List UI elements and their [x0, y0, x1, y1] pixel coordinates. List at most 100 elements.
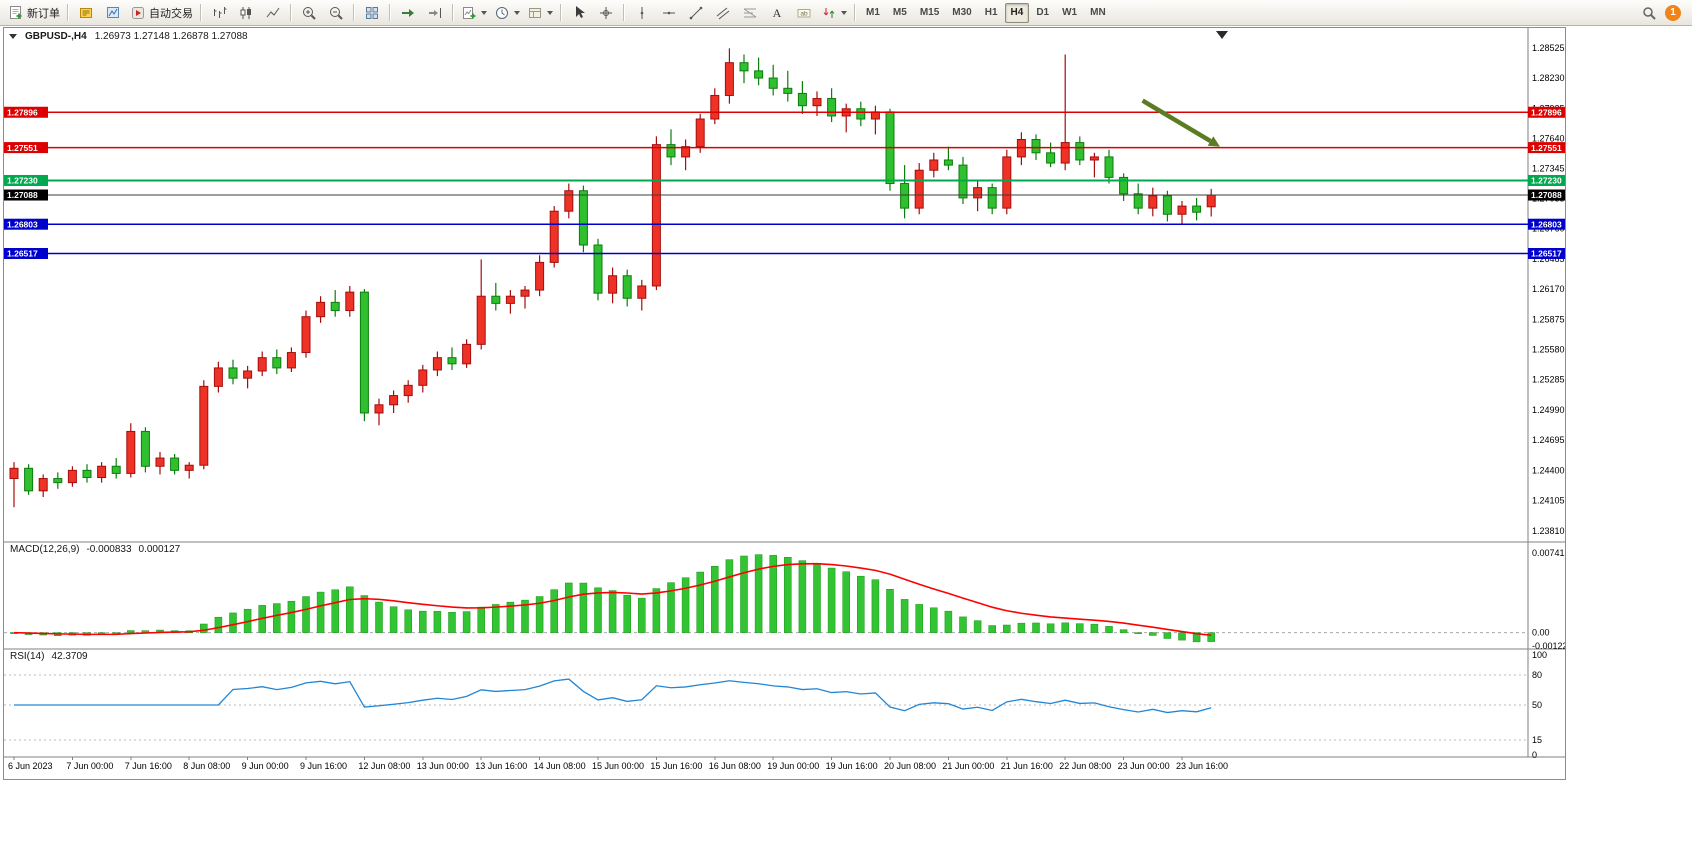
price-tag-label: 1.27230 [1531, 176, 1562, 186]
label-icon: ab [796, 5, 812, 21]
periods-icon [494, 5, 510, 21]
arrow-annotation[interactable] [1141, 98, 1220, 147]
time-axis-label: 21 Jun 00:00 [942, 761, 994, 771]
candle [67, 466, 77, 487]
price-tag-label: 1.27551 [7, 143, 38, 153]
timeframe-m15-button[interactable]: M15 [919, 6, 940, 18]
tile-windows-button[interactable] [359, 2, 385, 24]
price-axis-label: 1.25285 [1532, 375, 1565, 385]
metaeditor-icon [105, 5, 121, 21]
candlestick-series [9, 48, 1216, 508]
new-chart-icon [461, 5, 477, 21]
chart-shift-button[interactable] [422, 2, 448, 24]
candle [403, 380, 413, 403]
timeframe-d1-button[interactable]: D1 [1036, 6, 1050, 18]
timeframe-h4-button[interactable]: H4 [1004, 2, 1030, 23]
candle [228, 359, 238, 385]
zoom-out-button[interactable] [323, 2, 349, 24]
time-axis-label: 19 Jun 00:00 [767, 761, 819, 771]
candle [476, 259, 486, 350]
candle [257, 351, 267, 377]
new-chart-button[interactable] [458, 2, 490, 24]
price-tag: 1.27896 [1528, 106, 1565, 118]
candle [622, 269, 632, 307]
notification-badge[interactable]: 1 [1665, 4, 1681, 21]
candle [1046, 142, 1056, 168]
price-tag: 1.27088 [4, 189, 48, 201]
candle [827, 88, 837, 123]
candle [359, 289, 369, 422]
price-axis-label: 1.25580 [1532, 344, 1565, 354]
new-order-button[interactable]: 新订单 [5, 2, 63, 24]
price-axis-label: 1.28525 [1532, 43, 1565, 53]
trendline-button[interactable] [683, 2, 709, 24]
price-tag-label: 1.27551 [1531, 143, 1562, 153]
toolbar-separator [290, 4, 292, 21]
crosshair-button[interactable] [593, 2, 619, 24]
candle [578, 185, 588, 253]
toolbar-separator [452, 4, 454, 21]
candle [608, 267, 618, 304]
auto-scroll-button[interactable] [395, 2, 421, 24]
cursor-button[interactable] [566, 2, 592, 24]
price-tag-label: 1.27230 [7, 176, 38, 186]
price-axis-label: 1.24695 [1532, 435, 1565, 445]
macd-axis-label: -0.001226 [1532, 641, 1565, 651]
time-axis-label: 15 Jun 16:00 [650, 761, 702, 771]
arrows-button[interactable] [818, 2, 850, 24]
rsi-axis-label: 50 [1532, 700, 1542, 710]
time-axis-label: 19 Jun 16:00 [826, 761, 878, 771]
time-axis-label: 16 Jun 08:00 [709, 761, 761, 771]
candle [885, 108, 895, 191]
templates-button[interactable] [524, 2, 556, 24]
candle [213, 361, 223, 393]
rsi-line [14, 678, 1212, 714]
vertical-line-button[interactable] [629, 2, 655, 24]
macd-signal-line [13, 562, 1212, 637]
text-label-button[interactable]: ab [791, 2, 817, 24]
bar-chart-button[interactable] [206, 2, 232, 24]
price-axis-label: 1.24400 [1532, 465, 1565, 475]
candle [155, 451, 165, 475]
zoom-in-button[interactable] [296, 2, 322, 24]
candle [520, 285, 530, 309]
periods-button[interactable] [491, 2, 523, 24]
text-button[interactable]: A [764, 2, 790, 24]
timeframe-w1-button[interactable]: W1 [1062, 6, 1078, 18]
time-axis-label: 13 Jun 00:00 [417, 761, 469, 771]
fibonacci-button[interactable] [737, 2, 763, 24]
search-button[interactable] [1636, 2, 1662, 24]
equidistant-channel-button[interactable] [710, 2, 736, 24]
candle [797, 81, 807, 114]
chart-shift-marker[interactable] [1216, 31, 1228, 39]
candle [1148, 187, 1158, 217]
rsi-axis-label: 80 [1532, 670, 1542, 680]
horizontal-line-button[interactable] [656, 2, 682, 24]
price-tag-label: 1.27088 [1531, 190, 1562, 200]
candle [929, 152, 939, 178]
chart-shift-icon [427, 5, 443, 21]
timeframe-m30-button[interactable]: M30 [952, 6, 972, 18]
candle [987, 183, 997, 215]
timeframe-m5-button[interactable]: M5 [892, 6, 907, 18]
candlestick-chart-button[interactable] [233, 2, 259, 24]
price-axis-label: 1.27345 [1532, 164, 1565, 174]
candle [126, 423, 136, 478]
timeframe-h1-button[interactable]: H1 [984, 6, 998, 18]
metaeditor-button[interactable] [100, 2, 126, 24]
line-chart-button[interactable] [260, 2, 286, 24]
candle [914, 163, 924, 215]
price-tag-label: 1.26803 [7, 219, 38, 229]
tile-windows-icon [364, 5, 380, 21]
time-axis-label: 20 Jun 08:00 [884, 761, 936, 771]
toolbar-separator [353, 4, 355, 21]
terminal-button[interactable] [73, 2, 99, 24]
candle [389, 390, 399, 413]
autotrading-button[interactable]: 自动交易 [127, 2, 196, 24]
price-axis-label: 1.28230 [1532, 73, 1565, 83]
timeframe-mn-button[interactable]: MN [1090, 6, 1106, 18]
candle [24, 464, 34, 495]
candle [1089, 152, 1099, 178]
timeframe-m1-button[interactable]: M1 [866, 6, 880, 18]
chart-canvas[interactable]: 0.007412 0.00 -0.001226100 80 50 15 0 1.28525 1.… [4, 28, 1565, 779]
